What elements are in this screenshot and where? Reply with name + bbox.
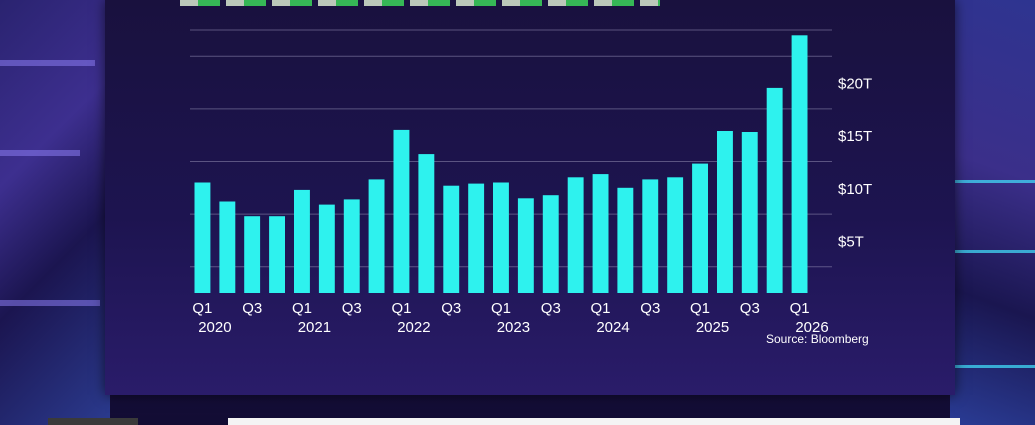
x-tick-year-label: 2023: [497, 319, 530, 336]
bar-2023-q2: [517, 198, 534, 293]
bar-2025-q4: [766, 87, 783, 294]
bar-2020-q2: [219, 201, 236, 293]
x-tick-quarter-label: Q1: [292, 300, 312, 317]
x-tick-year-label: 2020: [198, 319, 231, 336]
bar-2021-q3: [343, 199, 360, 293]
cropped-title-strip: [180, 0, 660, 6]
bar-2020-q4: [269, 216, 285, 293]
x-tick-year-label: 2022: [397, 319, 430, 336]
studio-light-stripe: [0, 60, 95, 66]
bar-2025-q1: [692, 163, 708, 293]
x-tick-quarter-label: Q3: [342, 300, 362, 317]
x-tick-quarter-label: Q3: [441, 300, 461, 317]
x-tick-quarter-label: Q3: [242, 300, 262, 317]
bar-2020-q3: [244, 216, 261, 293]
bar-2021-q1: [294, 189, 310, 293]
bar-2024-q4: [667, 177, 684, 293]
bar-2024-q2: [617, 187, 634, 293]
x-tick-quarter-label: Q1: [391, 300, 411, 317]
studio-light-stripe: [0, 150, 80, 156]
bar-2023-q4: [567, 177, 584, 293]
bar-2022-q1: [393, 129, 410, 293]
source-note: Source: Bloomberg: [766, 332, 869, 346]
studio-glow-line: [950, 250, 1035, 253]
bar-2022-q4: [468, 183, 485, 293]
y-tick-label: $20T: [838, 76, 872, 93]
y-tick-label: $15T: [838, 128, 872, 145]
y-axis-ticks: $5T $10T $15T $20T: [838, 76, 872, 251]
x-tick-quarter-label: Q1: [491, 300, 511, 317]
x-tick-quarter-label: Q1: [590, 300, 610, 317]
bar-2025-q3: [741, 132, 758, 293]
bar-2026-q1: [791, 35, 808, 294]
x-tick-year-label: 2026: [795, 319, 828, 336]
bar-2022-q3: [443, 185, 460, 293]
x-tick-year-label: 2021: [298, 319, 331, 336]
bar-2023-q3: [542, 195, 559, 293]
bar-2024-q1: [592, 174, 609, 293]
x-tick-quarter-label: Q1: [192, 300, 212, 317]
x-tick-year-label: 2025: [696, 319, 729, 336]
bar-2024-q3: [642, 179, 659, 293]
gridlines: [190, 29, 832, 268]
x-tick-year-label: 2024: [596, 319, 629, 336]
x-tick-quarter-label: Q3: [740, 300, 760, 317]
x-tick-quarter-label: Q1: [690, 300, 710, 317]
bar-2023-q1: [493, 182, 509, 293]
studio-light-stripe: [0, 300, 100, 306]
y-tick-label: $5T: [838, 233, 864, 250]
lower-third-bar: [228, 418, 960, 425]
bar-2022-q2: [418, 154, 435, 293]
chart-screen: [105, 0, 955, 395]
studio-background-right: [950, 0, 1035, 425]
channel-logo-chip: [48, 418, 138, 425]
x-tick-quarter-label: Q1: [790, 300, 810, 317]
y-tick-label: $10T: [838, 181, 872, 198]
bar-2020-q1: [194, 182, 211, 293]
studio-glow-line: [950, 180, 1035, 183]
bar-2025-q2: [717, 131, 733, 293]
x-tick-quarter-label: Q3: [640, 300, 660, 317]
bars: [194, 35, 808, 294]
bar-2021-q2: [318, 204, 335, 293]
studio-background-left: [0, 0, 110, 425]
studio-glow-line: [950, 365, 1035, 368]
x-tick-quarter-label: Q3: [541, 300, 561, 317]
bar-2021-q4: [368, 179, 385, 293]
x-axis-ticks: Q1 2020 Q3 Q1 2021 Q3 Q1 2022 Q3 Q1 2023 Q3 Q1 2024 Q3…: [192, 300, 828, 336]
